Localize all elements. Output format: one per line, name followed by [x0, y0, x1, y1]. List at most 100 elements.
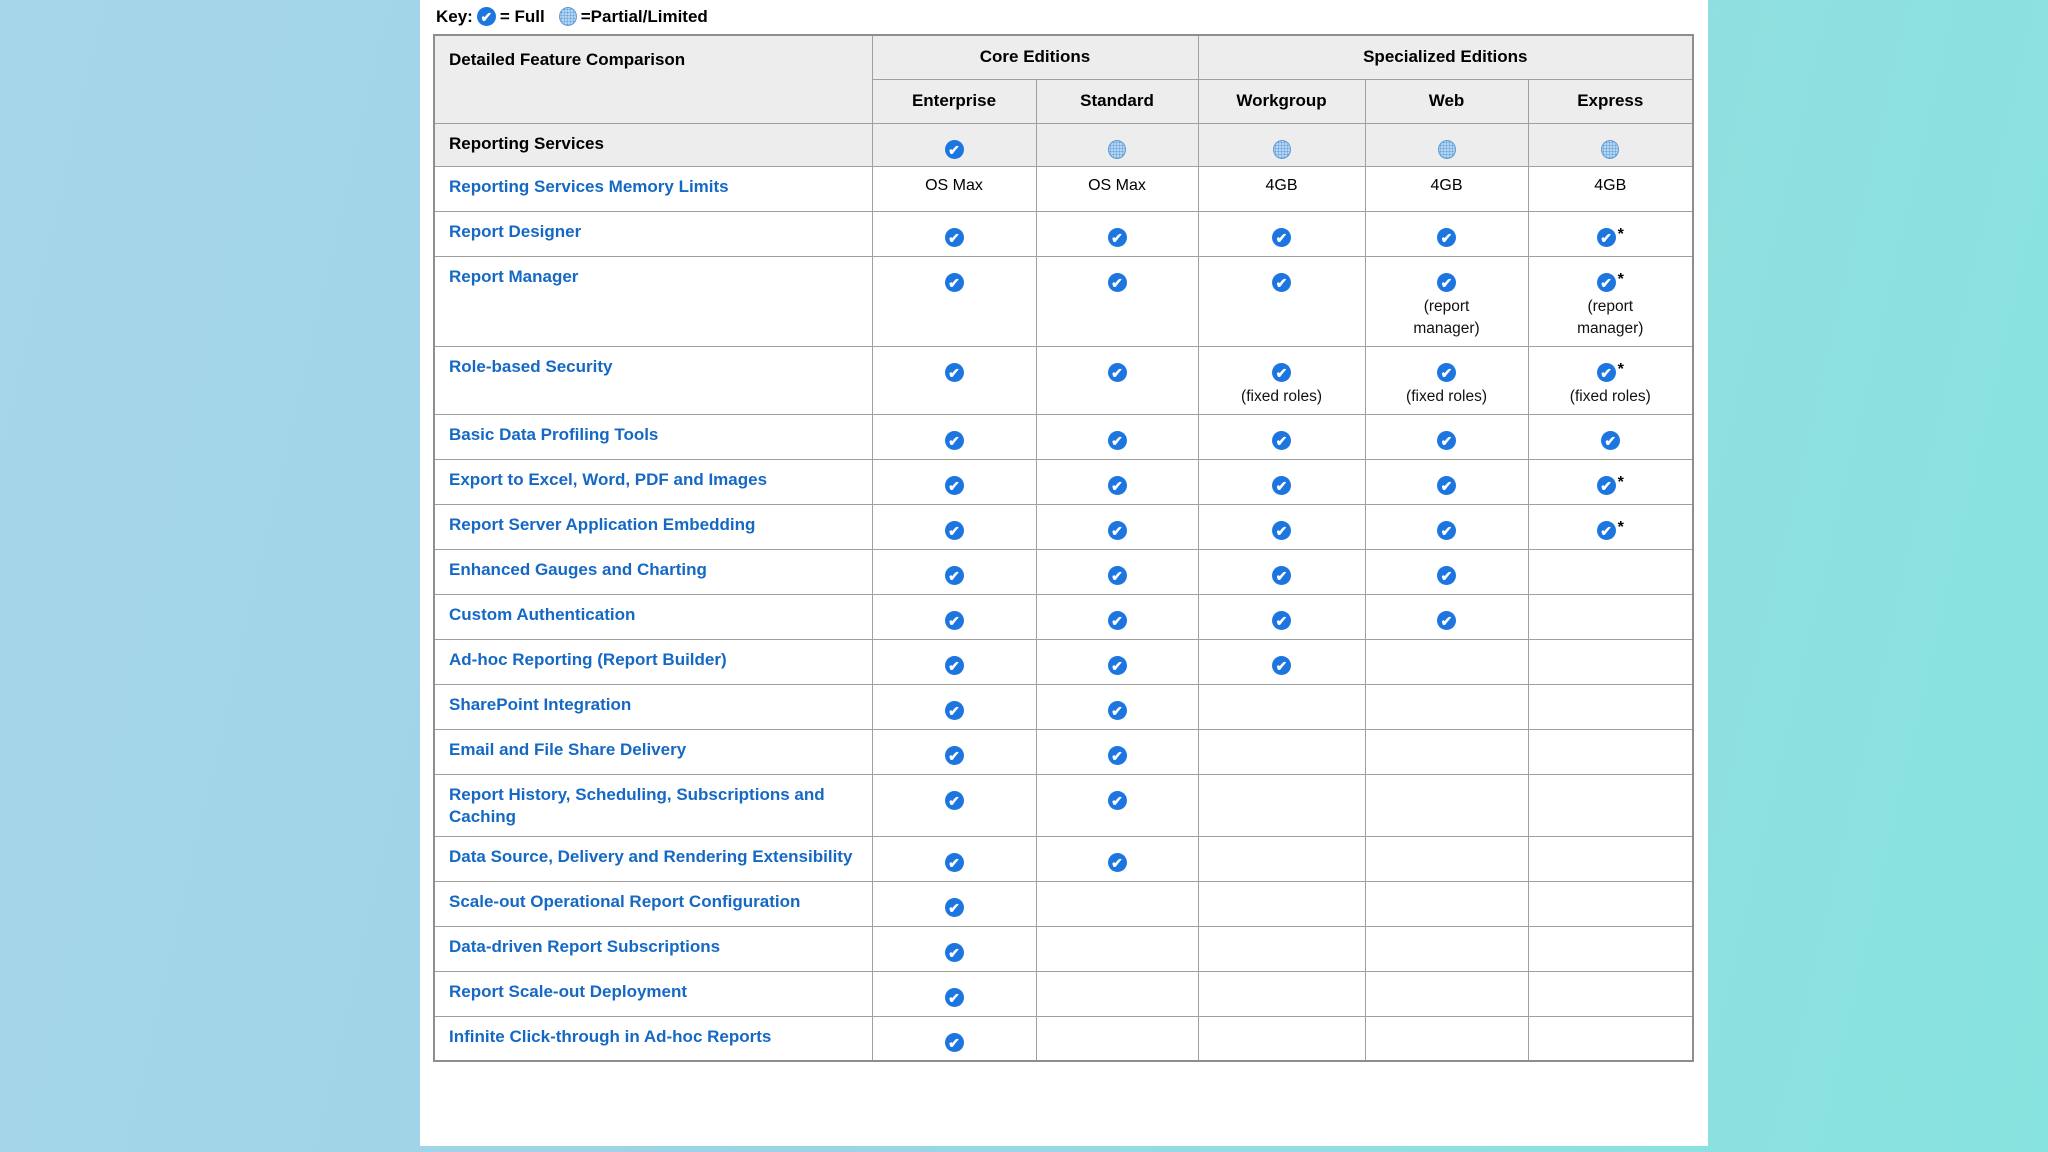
feature-link[interactable]: Infinite Click-through in Ad-hoc Reports [449, 1026, 772, 1046]
support-indicator [1437, 227, 1457, 247]
feature-link[interactable]: Data Source, Delivery and Rendering Exte… [449, 846, 853, 866]
page-content: Key: = Full =Partial/Limited Detailed Fe… [420, 0, 1708, 1146]
edition-cell [1364, 593, 1529, 640]
feature-cell: Report Server Application Embedding [433, 503, 873, 550]
support-indicator [1272, 655, 1292, 675]
feature-comparison-table: Detailed Feature Comparison Core Edition… [433, 34, 1695, 1062]
feature-cell: Export to Excel, Word, PDF and Images [433, 458, 873, 505]
edition-cell [871, 210, 1037, 257]
support-indicator [1107, 700, 1127, 720]
edition-cell [1527, 1015, 1694, 1062]
edition-cell [871, 835, 1037, 882]
feature-link[interactable]: Data-driven Report Subscriptions [449, 936, 721, 956]
edition-cell [1197, 880, 1366, 927]
edition-cell [1035, 345, 1199, 415]
full-support-icon [476, 6, 496, 26]
edition-cell [1364, 773, 1529, 837]
edition-cell [1197, 413, 1366, 460]
cell-note: (fixed roles) [1406, 387, 1487, 405]
feature-cell: Data Source, Delivery and Rendering Exte… [433, 835, 873, 882]
full-support-icon [1107, 565, 1127, 585]
edition-cell: (fixed roles) [1197, 345, 1366, 415]
feature-link[interactable]: SharePoint Integration [449, 694, 632, 714]
support-indicator [944, 745, 964, 765]
feature-link[interactable]: Basic Data Profiling Tools [449, 424, 659, 444]
asterisk-mark: * [1617, 270, 1624, 288]
feature-link[interactable]: Report Manager [449, 266, 579, 286]
edition-cell [1197, 458, 1366, 505]
edition-cell [1197, 683, 1366, 730]
support-indicator [1272, 520, 1292, 540]
full-support-icon [944, 565, 964, 585]
support-indicator [1107, 852, 1127, 872]
edition-cell [1364, 210, 1529, 257]
feature-link[interactable]: Reporting Services Memory Limits [449, 176, 729, 196]
full-support-icon [944, 227, 964, 247]
feature-link[interactable]: Report History, Scheduling, Subscription… [449, 784, 825, 826]
table-row: Scale-out Operational Report Configurati… [433, 880, 1694, 927]
edition-cell [871, 548, 1037, 595]
edition-cell [871, 683, 1037, 730]
edition-cell [1364, 835, 1529, 882]
edition-cell [1197, 970, 1366, 1017]
feature-link[interactable]: Report Designer [449, 221, 582, 241]
support-indicator [944, 430, 964, 450]
table-row: Report Server Application Embedding * [433, 503, 1694, 550]
feature-link[interactable]: Email and File Share Delivery [449, 739, 687, 759]
full-support-icon [1596, 227, 1616, 247]
support-indicator [1600, 430, 1620, 450]
feature-link[interactable]: Enhanced Gauges and Charting [449, 559, 707, 579]
edition-cell [1035, 970, 1199, 1017]
support-indicator: * [1596, 473, 1624, 495]
edition-cell [1527, 122, 1694, 167]
edition-cell: * [1527, 210, 1694, 257]
column-header-express: Express [1527, 78, 1694, 124]
support-indicator: * [1596, 518, 1624, 540]
full-support-icon [944, 139, 964, 159]
support-indicator [1437, 520, 1457, 540]
feature-cell: Email and File Share Delivery [433, 728, 873, 775]
asterisk-mark: * [1617, 518, 1624, 536]
cell-note: (fixed roles) [1569, 387, 1651, 405]
edition-cell [1364, 503, 1529, 550]
support-indicator [944, 610, 964, 630]
feature-link[interactable]: Export to Excel, Word, PDF and Images [449, 469, 768, 489]
edition-cell [1364, 925, 1529, 972]
edition-cell [1527, 925, 1694, 972]
table-row: Reporting Services [433, 122, 1694, 167]
feature-link[interactable]: Ad-hoc Reporting (Report Builder) [449, 649, 727, 669]
table-row: SharePoint Integration [433, 683, 1694, 730]
feature-link[interactable]: Role-based Security [449, 356, 613, 376]
edition-cell [871, 773, 1037, 837]
support-indicator [1601, 139, 1620, 159]
partial-support-icon [1272, 139, 1291, 159]
feature-link[interactable]: Scale-out Operational Report Configurati… [449, 891, 801, 911]
feature-cell: Reporting Services Memory Limits [433, 165, 873, 212]
feature-link[interactable]: Report Scale-out Deployment [449, 981, 688, 1001]
support-indicator [944, 790, 964, 810]
partial-support-icon [1108, 139, 1126, 159]
edition-cell [1035, 210, 1199, 257]
edition-cell: * [1527, 458, 1694, 505]
edition-cell [1364, 880, 1529, 927]
table-row: Report Manager (report manager) * (report m… [433, 255, 1694, 347]
edition-cell: * (report manager) [1527, 255, 1694, 347]
edition-cell [1197, 210, 1366, 257]
asterisk-mark: * [1617, 360, 1624, 378]
feature-link[interactable]: Custom Authentication [449, 604, 636, 624]
edition-cell [1035, 835, 1199, 882]
cell-value: 4GB [1265, 176, 1298, 194]
feature-link[interactable]: Report Server Application Embedding [449, 514, 756, 534]
column-header-enterprise: Enterprise [871, 78, 1037, 124]
table-row: Report History, Scheduling, Subscription… [433, 773, 1694, 837]
cell-value: 4GB [1594, 176, 1627, 194]
edition-cell [1035, 728, 1199, 775]
asterisk-mark: * [1617, 473, 1624, 491]
feature-cell: Role-based Security [433, 345, 873, 415]
support-indicator [1272, 565, 1292, 585]
support-indicator [944, 852, 964, 872]
feature-cell: Reporting Services [433, 122, 873, 167]
edition-cell [1197, 773, 1366, 837]
edition-cell [871, 345, 1037, 415]
full-support-icon [1107, 745, 1127, 765]
